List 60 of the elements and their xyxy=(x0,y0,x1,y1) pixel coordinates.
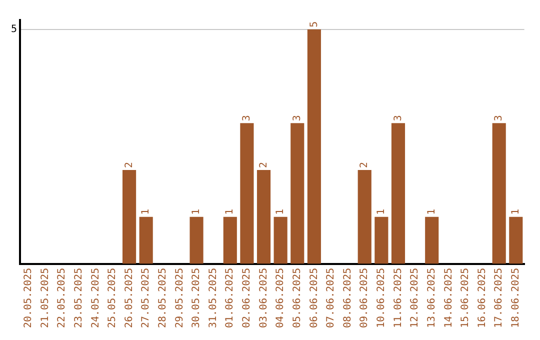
x-tick-label: 24.05.2025 xyxy=(90,268,102,328)
x-tick-label: 01.06.2025 xyxy=(224,268,236,328)
bar xyxy=(139,216,153,264)
x-tick-label: 08.06.2025 xyxy=(342,268,354,328)
x-tick-label: 10.06.2025 xyxy=(376,268,388,328)
data-label: 2 xyxy=(258,162,270,168)
x-tick-label: 02.06.2025 xyxy=(242,268,253,328)
bar xyxy=(307,29,321,264)
x-tick-label: 18.06.2025 xyxy=(510,268,522,328)
x-tick-label: 23.05.2025 xyxy=(73,268,84,328)
data-label: 1 xyxy=(510,208,522,215)
data-label: 1 xyxy=(191,208,202,215)
x-tick-label: 15.06.2025 xyxy=(460,268,472,328)
x-tick-label: 13.06.2025 xyxy=(426,268,438,328)
x-tick-label: 03.06.2025 xyxy=(258,268,270,328)
x-tick-label: 21.05.2025 xyxy=(40,268,51,328)
x-tick-label: 16.06.2025 xyxy=(476,268,488,328)
x-tick-label: 07.06.2025 xyxy=(326,268,337,328)
x-tick-label: 20.05.2025 xyxy=(23,268,34,328)
bar xyxy=(223,216,237,264)
x-tick-label: 29.05.2025 xyxy=(174,268,186,328)
bar xyxy=(240,123,254,264)
bar xyxy=(190,216,204,264)
data-label: 1 xyxy=(426,208,438,215)
bar xyxy=(274,216,288,264)
data-label: 3 xyxy=(494,115,505,122)
x-tick-label: 12.06.2025 xyxy=(410,268,421,328)
data-label: 3 xyxy=(392,115,404,122)
x-tick-label: 31.05.2025 xyxy=(208,268,219,328)
data-label: 3 xyxy=(292,115,303,122)
x-tick-label: 14.06.2025 xyxy=(443,268,454,328)
x-tick-label: 22.05.2025 xyxy=(56,268,68,328)
x-tick-label: 26.05.2025 xyxy=(124,268,135,328)
x-tick-label: 25.05.2025 xyxy=(107,268,118,328)
x-tick-label: 06.06.2025 xyxy=(308,268,320,328)
bar xyxy=(391,123,406,264)
data-label: 1 xyxy=(275,208,286,215)
data-label: 1 xyxy=(224,208,236,215)
x-tick-label: 17.06.2025 xyxy=(494,268,505,328)
x-tick-label: 27.05.2025 xyxy=(140,268,152,328)
x-tick-label: 11.06.2025 xyxy=(392,268,404,328)
x-tick-label: 09.06.2025 xyxy=(359,268,370,328)
data-label: 2 xyxy=(124,162,135,168)
x-tick-label: 04.06.2025 xyxy=(275,268,286,328)
data-label: 5 xyxy=(308,21,320,28)
bar xyxy=(425,216,439,264)
bar xyxy=(358,170,372,264)
bar xyxy=(256,170,271,264)
x-tick-label: 30.05.2025 xyxy=(191,268,202,328)
data-label: 1 xyxy=(140,208,152,215)
bar xyxy=(374,216,388,264)
data-label: 3 xyxy=(242,115,253,122)
bar xyxy=(509,216,523,264)
bar xyxy=(290,123,304,264)
bar xyxy=(122,170,136,264)
bar xyxy=(492,123,506,264)
x-tick-label: 05.06.2025 xyxy=(292,268,303,328)
data-label: 2 xyxy=(359,162,370,168)
data-label: 1 xyxy=(376,208,388,215)
x-tick-label: 28.05.2025 xyxy=(157,268,168,328)
